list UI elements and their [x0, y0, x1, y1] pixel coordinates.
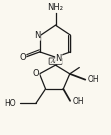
- Text: N: N: [34, 31, 40, 40]
- Text: OH: OH: [88, 75, 100, 84]
- FancyBboxPatch shape: [49, 58, 62, 64]
- Text: HO: HO: [4, 99, 16, 108]
- Text: O: O: [33, 69, 39, 78]
- Text: N: N: [56, 54, 62, 63]
- Text: NH₂: NH₂: [48, 4, 63, 13]
- Text: OH: OH: [73, 97, 85, 106]
- Text: O: O: [19, 53, 26, 62]
- Text: Ars: Ars: [51, 59, 60, 64]
